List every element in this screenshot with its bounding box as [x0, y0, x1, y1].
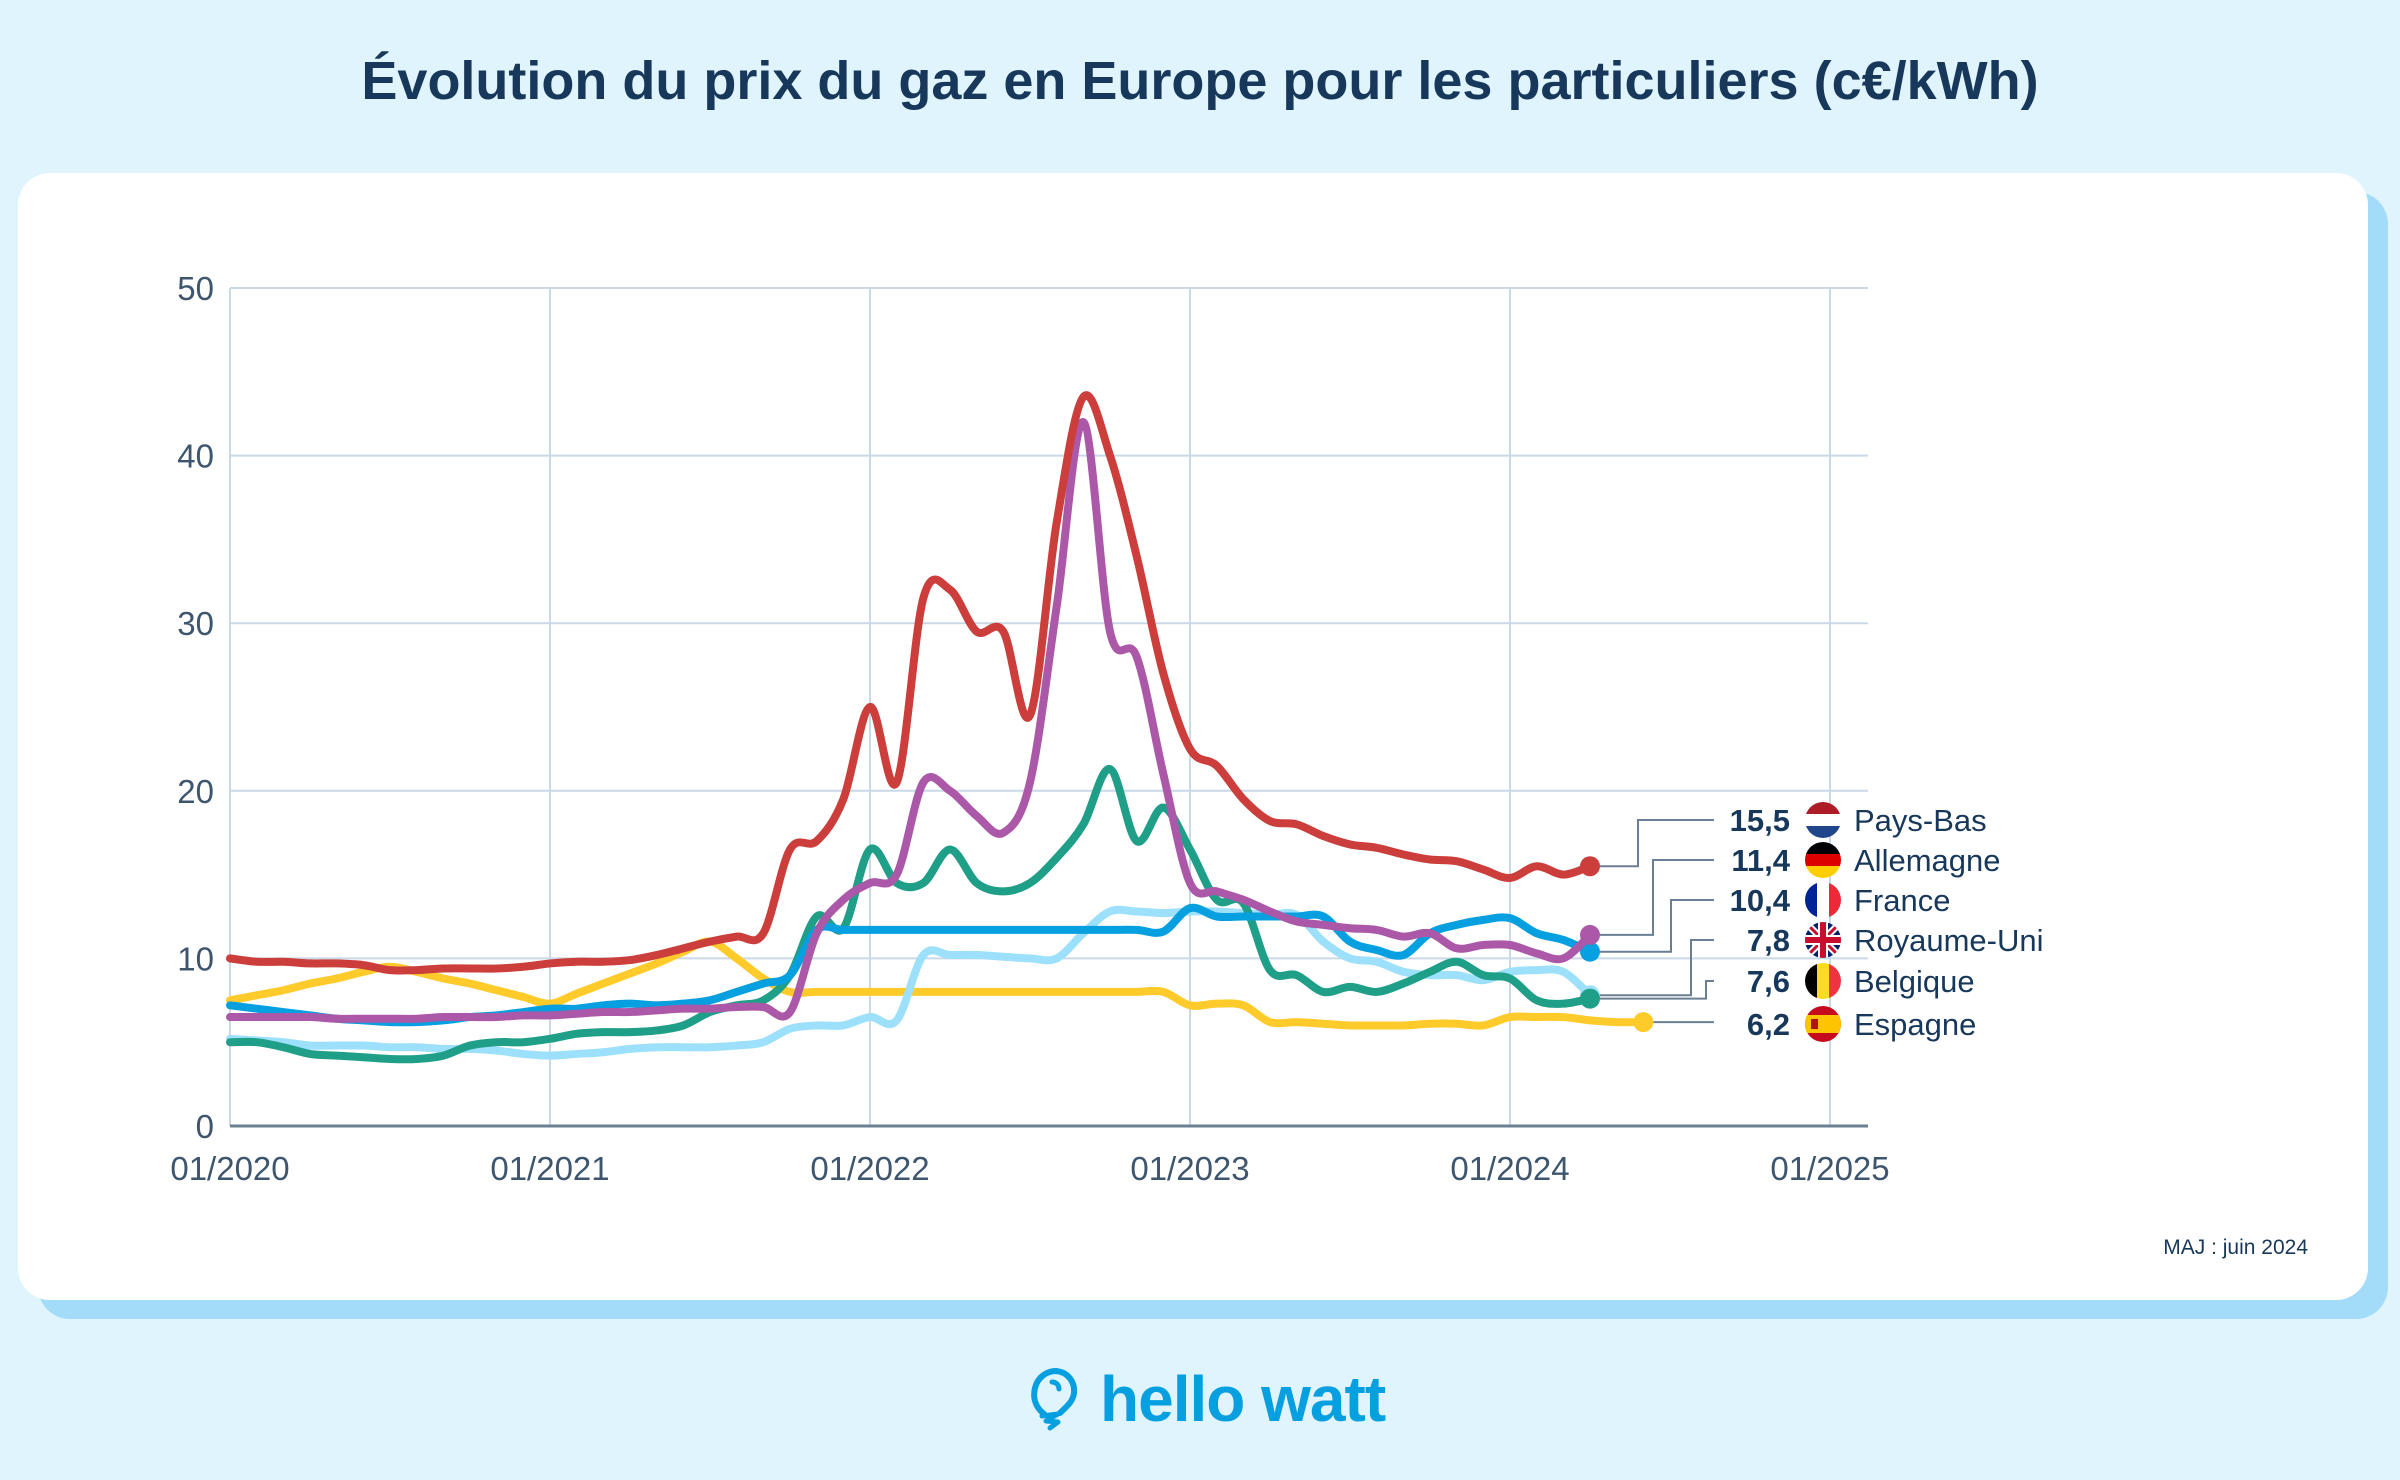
legend-value: 7,8: [1747, 923, 1790, 958]
chart-card: [18, 173, 2368, 1300]
connector-allemagne: [1600, 859, 1714, 936]
series-lines: [226, 391, 1654, 1064]
x-tick-label: 01/2024: [1450, 1150, 1569, 1187]
series-end-dot-allemagne: [1580, 924, 1600, 945]
y-tick-label: 10: [177, 940, 214, 977]
legend: 15,5 Pays-Bas 11,4 Allemagne 10,4 France 7,8 Ro…: [1730, 802, 2044, 1042]
legend-label: Allemagne: [1854, 843, 2000, 878]
legend-label: Belgique: [1854, 964, 1975, 999]
y-tick-label: 50: [177, 270, 214, 307]
lightbulb-icon: [1031, 1367, 1078, 1431]
legend-item-belgique: 7,6 Belgique: [1747, 963, 1975, 999]
flag-de-icon: [1805, 842, 1841, 878]
legend-value: 11,4: [1731, 843, 1790, 878]
legend-item-espagne: 6,2 Espagne: [1747, 1006, 1976, 1042]
legend-item-royaume-uni: 7,8 Royaume-Uni: [1747, 922, 2044, 958]
series-line-espagne: [226, 937, 1648, 1030]
legend-value: 7,6: [1747, 964, 1790, 999]
x-tick-label: 01/2022: [810, 1150, 929, 1187]
legend-item-france: 10,4 France: [1730, 882, 1950, 918]
connector-pays-bas: [1600, 819, 1714, 868]
legend-label: Pays-Bas: [1854, 803, 1987, 838]
flag-nl-icon: [1805, 802, 1841, 838]
flag-fr-icon: [1805, 882, 1841, 918]
connector-royaume-uni: [1600, 939, 1714, 997]
hello-watt-logo[interactable]: hello watt: [1030, 1362, 1386, 1436]
connector-france: [1600, 899, 1714, 953]
legend-item-pays-bas: 15,5 Pays-Bas: [1730, 802, 1987, 838]
legend-label: France: [1854, 883, 1950, 918]
legend-item-allemagne: 11,4 Allemagne: [1731, 842, 2000, 878]
grid: [229, 287, 1868, 1126]
x-tick-label: 01/2021: [490, 1150, 609, 1187]
y-tick-label: 0: [196, 1108, 214, 1145]
x-tick-label: 01/2023: [1130, 1150, 1249, 1187]
series-end-dot-pays-bas: [1580, 856, 1600, 877]
legend-value: 6,2: [1747, 1007, 1790, 1042]
legend-label: Espagne: [1854, 1007, 1976, 1042]
legend-value: 10,4: [1730, 883, 1791, 918]
connector-belgique: [1600, 980, 1714, 1000]
series-end-dot-france: [1580, 941, 1600, 962]
flag-es-icon: [1805, 1006, 1841, 1042]
x-tick-label: 01/2025: [1770, 1150, 1889, 1187]
flag-be-icon: [1805, 963, 1841, 999]
series-line-pays-bas: [226, 391, 1594, 975]
legend-connectors: [1600, 819, 1714, 1024]
y-tick-label: 20: [177, 773, 214, 810]
series-end-dot-espagne: [1633, 1012, 1654, 1033]
series-line-allemagne: [226, 418, 1594, 1023]
flag-uk-icon: [1805, 922, 1841, 958]
series-line-belgique: [226, 765, 1594, 1064]
update-note: MAJ : juin 2024: [2163, 1236, 2308, 1259]
chart-title: Évolution du prix du gaz en Europe pour …: [361, 51, 2039, 111]
axes: 0 10 20 30 40 50 01/2020 01/2021 01/2022 01/2023 0…: [170, 270, 1889, 1187]
y-tick-label: 40: [177, 438, 214, 475]
legend-value: 15,5: [1730, 803, 1790, 838]
legend-label: Royaume-Uni: [1854, 923, 2044, 958]
x-tick-label: 01/2020: [170, 1150, 289, 1187]
series-end-dot-belgique: [1580, 988, 1600, 1009]
logo-text: hello watt: [1100, 1363, 1386, 1435]
y-tick-label: 30: [177, 605, 214, 642]
